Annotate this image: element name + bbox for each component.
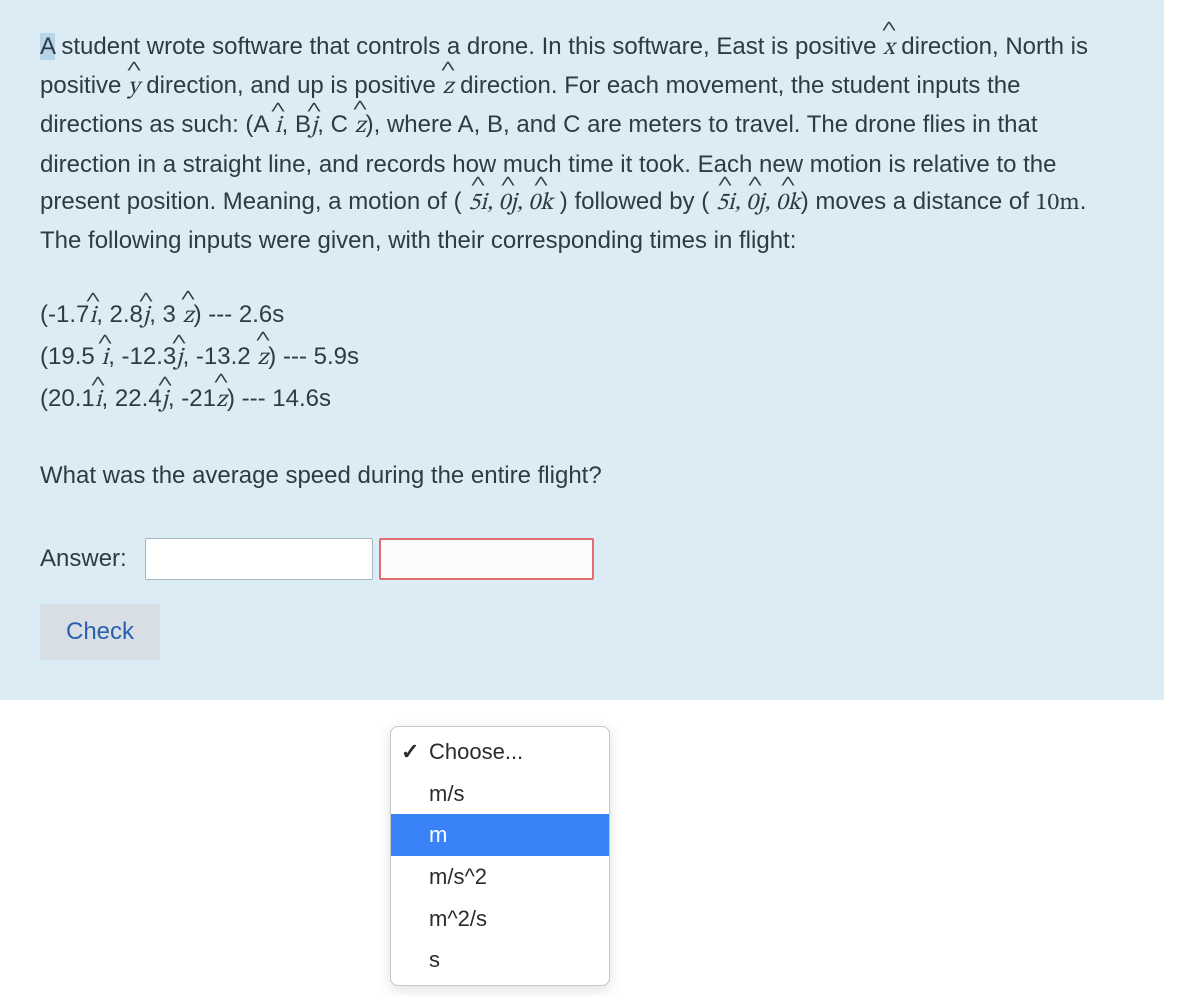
problem-text-1g: ) moves a distance of — [801, 188, 1036, 215]
unit-option-m[interactable]: m — [391, 814, 609, 856]
problem-statement: A student wrote software that controls a… — [40, 28, 1124, 259]
movement-list: (-1.7i, 2.8j, 3 z) --- 2.6s (19.5 i, -12… — [40, 295, 1124, 420]
comma-c: , C — [317, 111, 354, 138]
row1-i-hat: i — [89, 296, 96, 337]
row3-j-hat: j — [162, 380, 168, 421]
row3-b: , 22.4 — [102, 385, 162, 412]
row2-t: ) --- 5.9s — [268, 343, 359, 370]
movement-row-1: (-1.7i, 2.8j, 3 z) --- 2.6s — [40, 295, 1124, 337]
motion2-k: 0k — [776, 185, 801, 222]
z-hat: z — [442, 69, 453, 106]
row3-c: , -21 — [168, 385, 216, 412]
row1-a: (-1.7 — [40, 301, 89, 328]
z-hat-2: z — [355, 108, 366, 145]
motion1-i: 5i — [468, 185, 487, 222]
motion2-i: 5i — [716, 185, 735, 222]
j-hat: j — [311, 108, 317, 145]
unit-select-dropdown[interactable]: Choose... m/s m m/s^2 m^2/s s — [390, 726, 610, 986]
problem-text-1a: student wrote software that controls a d… — [55, 33, 883, 60]
motion2-j: 0j — [746, 185, 764, 222]
row1-j-hat: j — [143, 296, 149, 337]
problem-text-1f: ) followed by ( — [553, 188, 716, 215]
text-selection-start: A — [40, 33, 55, 60]
unit-option-mps2[interactable]: m/s^2 — [391, 856, 609, 898]
answer-label: Answer: — [40, 540, 127, 577]
answer-row: Answer: — [40, 538, 1124, 580]
row1-t: ) --- 2.6s — [194, 301, 285, 328]
unit-select[interactable] — [379, 538, 594, 580]
row2-j-hat: j — [176, 338, 182, 379]
question-prompt: What was the average speed during the en… — [40, 457, 1124, 494]
row3-i-hat: i — [95, 380, 102, 421]
unit-option-m2ps[interactable]: m^2/s — [391, 898, 609, 940]
unit-option-mps[interactable]: m/s — [391, 773, 609, 815]
check-button[interactable]: Check — [40, 604, 160, 660]
problem-text-1c: direction, and up is positive — [140, 72, 443, 99]
unit-option-s[interactable]: s — [391, 939, 609, 981]
row3-a: (20.1 — [40, 385, 95, 412]
movement-row-3: (20.1i, 22.4j, -21z) --- 14.6s — [40, 379, 1124, 421]
row3-z-hat: z — [216, 380, 227, 421]
row3-t: ) --- 14.6s — [227, 385, 331, 412]
answer-input[interactable] — [145, 538, 373, 580]
question-panel: A student wrote software that controls a… — [0, 0, 1164, 700]
unit-option-choose[interactable]: Choose... — [391, 731, 609, 773]
motion1-k: 0k — [528, 185, 553, 222]
movement-row-2: (19.5 i, -12.3j, -13.2 z) --- 5.9s — [40, 337, 1124, 379]
y-hat: y — [128, 69, 140, 106]
ten-m: 10m — [1036, 191, 1080, 215]
row2-z-hat: z — [257, 338, 268, 379]
x-hat: x — [883, 30, 895, 67]
i-hat: i — [275, 108, 282, 145]
motion1-j: 0j — [499, 185, 517, 222]
